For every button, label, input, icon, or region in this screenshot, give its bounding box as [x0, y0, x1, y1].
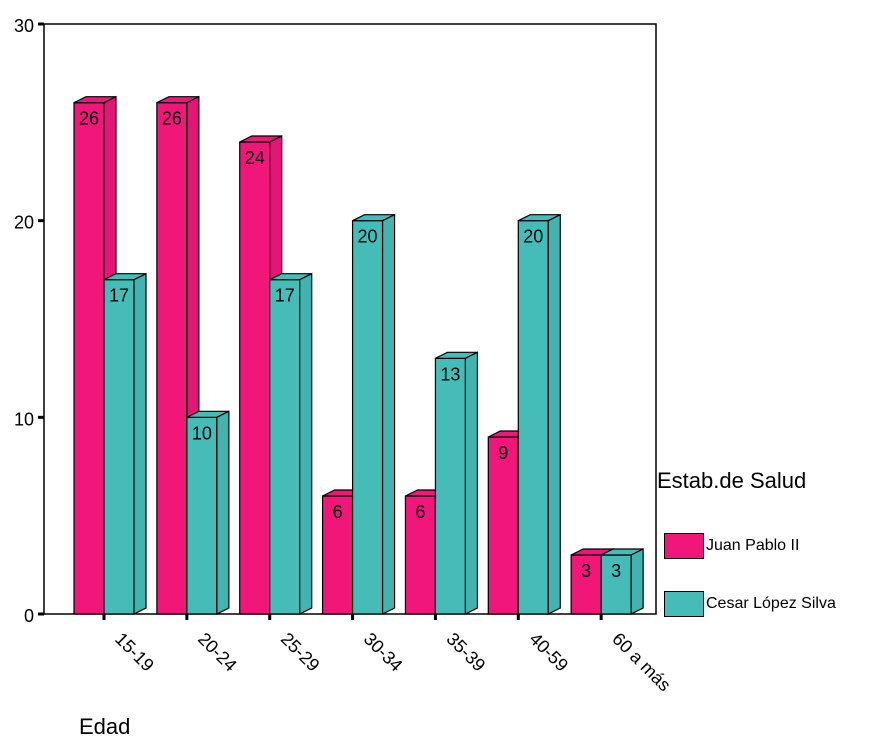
legend-item-cesar-lopez: Cesar López Silva	[664, 590, 836, 618]
data-label: 6	[333, 502, 343, 522]
data-label: 10	[192, 423, 212, 443]
bar	[321, 495, 354, 615]
bar	[570, 554, 602, 615]
x-tick-label: 60 a más	[608, 629, 675, 696]
legend-swatch-cesar-lopez	[664, 591, 704, 617]
data-label: 20	[523, 227, 543, 247]
data-label: 13	[440, 364, 460, 384]
y-tick-label: 10	[14, 409, 34, 429]
x-tick-label: 40-59	[525, 629, 572, 676]
y-tick-label: 30	[14, 16, 34, 36]
bar	[600, 554, 632, 615]
bar	[103, 279, 135, 615]
bar-side	[299, 272, 313, 615]
data-label: 9	[498, 443, 508, 463]
bar	[239, 141, 271, 615]
legend-swatch-juan-pablo	[664, 533, 704, 559]
x-tick-label: 35-39	[443, 629, 490, 676]
bar	[434, 357, 467, 615]
bar-side	[216, 410, 230, 615]
y-tick-label: 0	[24, 606, 34, 626]
bar-side	[133, 272, 147, 615]
legend-label-juan-pablo: Juan Pablo II	[706, 537, 800, 554]
legend-title: Estab.de Salud	[657, 468, 807, 493]
x-axis-title: Edad	[79, 714, 131, 739]
x-tick-label: 25-29	[277, 629, 324, 676]
x-tick-label: 30-34	[360, 629, 407, 676]
x-tick-label: 20-24	[194, 629, 241, 676]
data-label: 26	[162, 109, 182, 129]
bar	[73, 102, 105, 615]
data-label: 3	[611, 561, 621, 581]
bar-side	[630, 548, 644, 615]
data-label: 6	[415, 502, 425, 522]
bar-side	[547, 213, 561, 615]
bar	[517, 220, 549, 615]
x-tick-label: 15-19	[111, 629, 158, 676]
data-label: 17	[275, 286, 295, 306]
bar	[487, 436, 519, 615]
data-label: 24	[245, 148, 265, 168]
bar-side	[464, 351, 479, 615]
bar	[269, 279, 301, 615]
bar	[186, 416, 218, 615]
data-label: 17	[109, 286, 129, 306]
legend-label-cesar-lopez: Cesar López Silva	[706, 595, 836, 612]
data-label: 26	[79, 109, 99, 129]
bar	[156, 102, 188, 615]
legend-item-juan-pablo: Juan Pablo II	[664, 532, 799, 560]
bar-side	[381, 213, 396, 615]
bar	[351, 220, 384, 615]
data-label: 3	[581, 561, 591, 581]
y-tick-label: 20	[14, 213, 34, 233]
data-label: 20	[358, 227, 378, 247]
